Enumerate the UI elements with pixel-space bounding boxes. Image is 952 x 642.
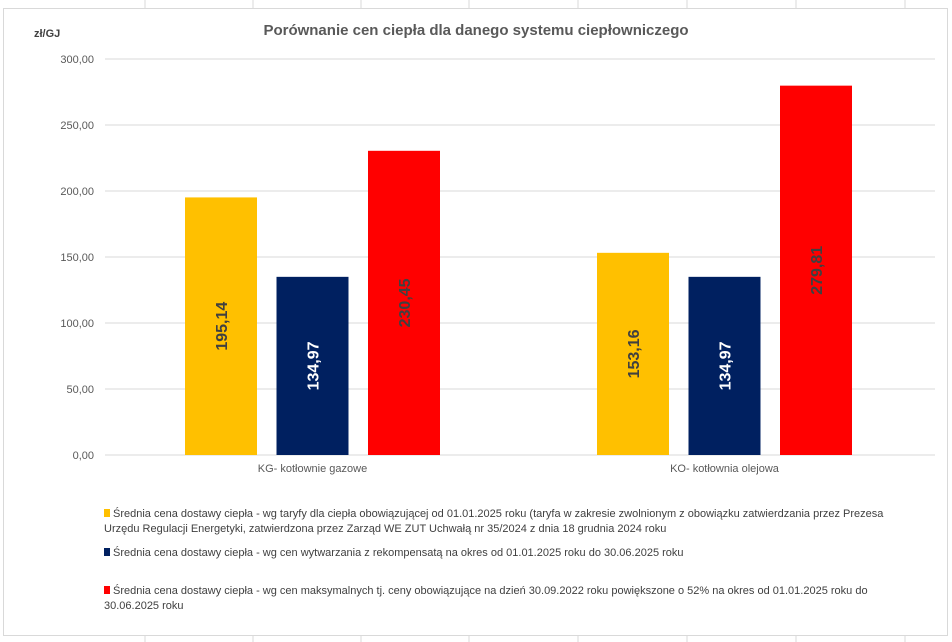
- data-label: 279,81: [809, 246, 826, 295]
- y-tick-label: 250,00: [60, 120, 94, 132]
- y-tick-label: 100,00: [60, 318, 94, 330]
- x-tick-label: KO- kotłownia olejowa: [670, 463, 780, 475]
- data-label: 195,14: [214, 302, 231, 351]
- data-label: 134,97: [718, 341, 735, 390]
- legend-label: Średnia cena dostawy ciepła - wg cen mak…: [104, 585, 868, 612]
- bar: [276, 276, 349, 455]
- bar: [368, 150, 440, 455]
- legend-item: Średnia cena dostawy ciepła - wg taryfy …: [104, 507, 894, 537]
- chart-title: Porównanie cen ciepła dla danego systemu…: [263, 22, 688, 39]
- y-tick-label: 150,00: [60, 252, 94, 264]
- legend-swatch: [104, 509, 110, 517]
- bar: [780, 85, 852, 455]
- bar: [185, 197, 257, 455]
- y-tick-label: 50,00: [66, 384, 94, 396]
- y-tick-label: 300,00: [60, 54, 94, 66]
- legend-label: Średnia cena dostawy ciepła - wg cen wyt…: [113, 547, 684, 559]
- legend-swatch: [104, 548, 110, 556]
- data-label: 230,45: [397, 278, 414, 327]
- data-label: 134,97: [306, 341, 323, 390]
- legend-swatch: [104, 586, 110, 594]
- y-axis-label: zł/GJ: [34, 28, 60, 40]
- y-tick-label: 0,00: [73, 450, 94, 462]
- legend-item: Średnia cena dostawy ciepła - wg cen wyt…: [104, 546, 894, 561]
- x-tick-label: KG- kotłownie gazowe: [258, 463, 367, 475]
- legend-item: Średnia cena dostawy ciepła - wg cen mak…: [104, 584, 894, 614]
- y-tick-label: 200,00: [60, 186, 94, 198]
- data-label: 153,16: [626, 329, 643, 378]
- bar: [597, 252, 669, 455]
- legend-label: Średnia cena dostawy ciepła - wg taryfy …: [104, 508, 884, 535]
- bar: [688, 276, 761, 455]
